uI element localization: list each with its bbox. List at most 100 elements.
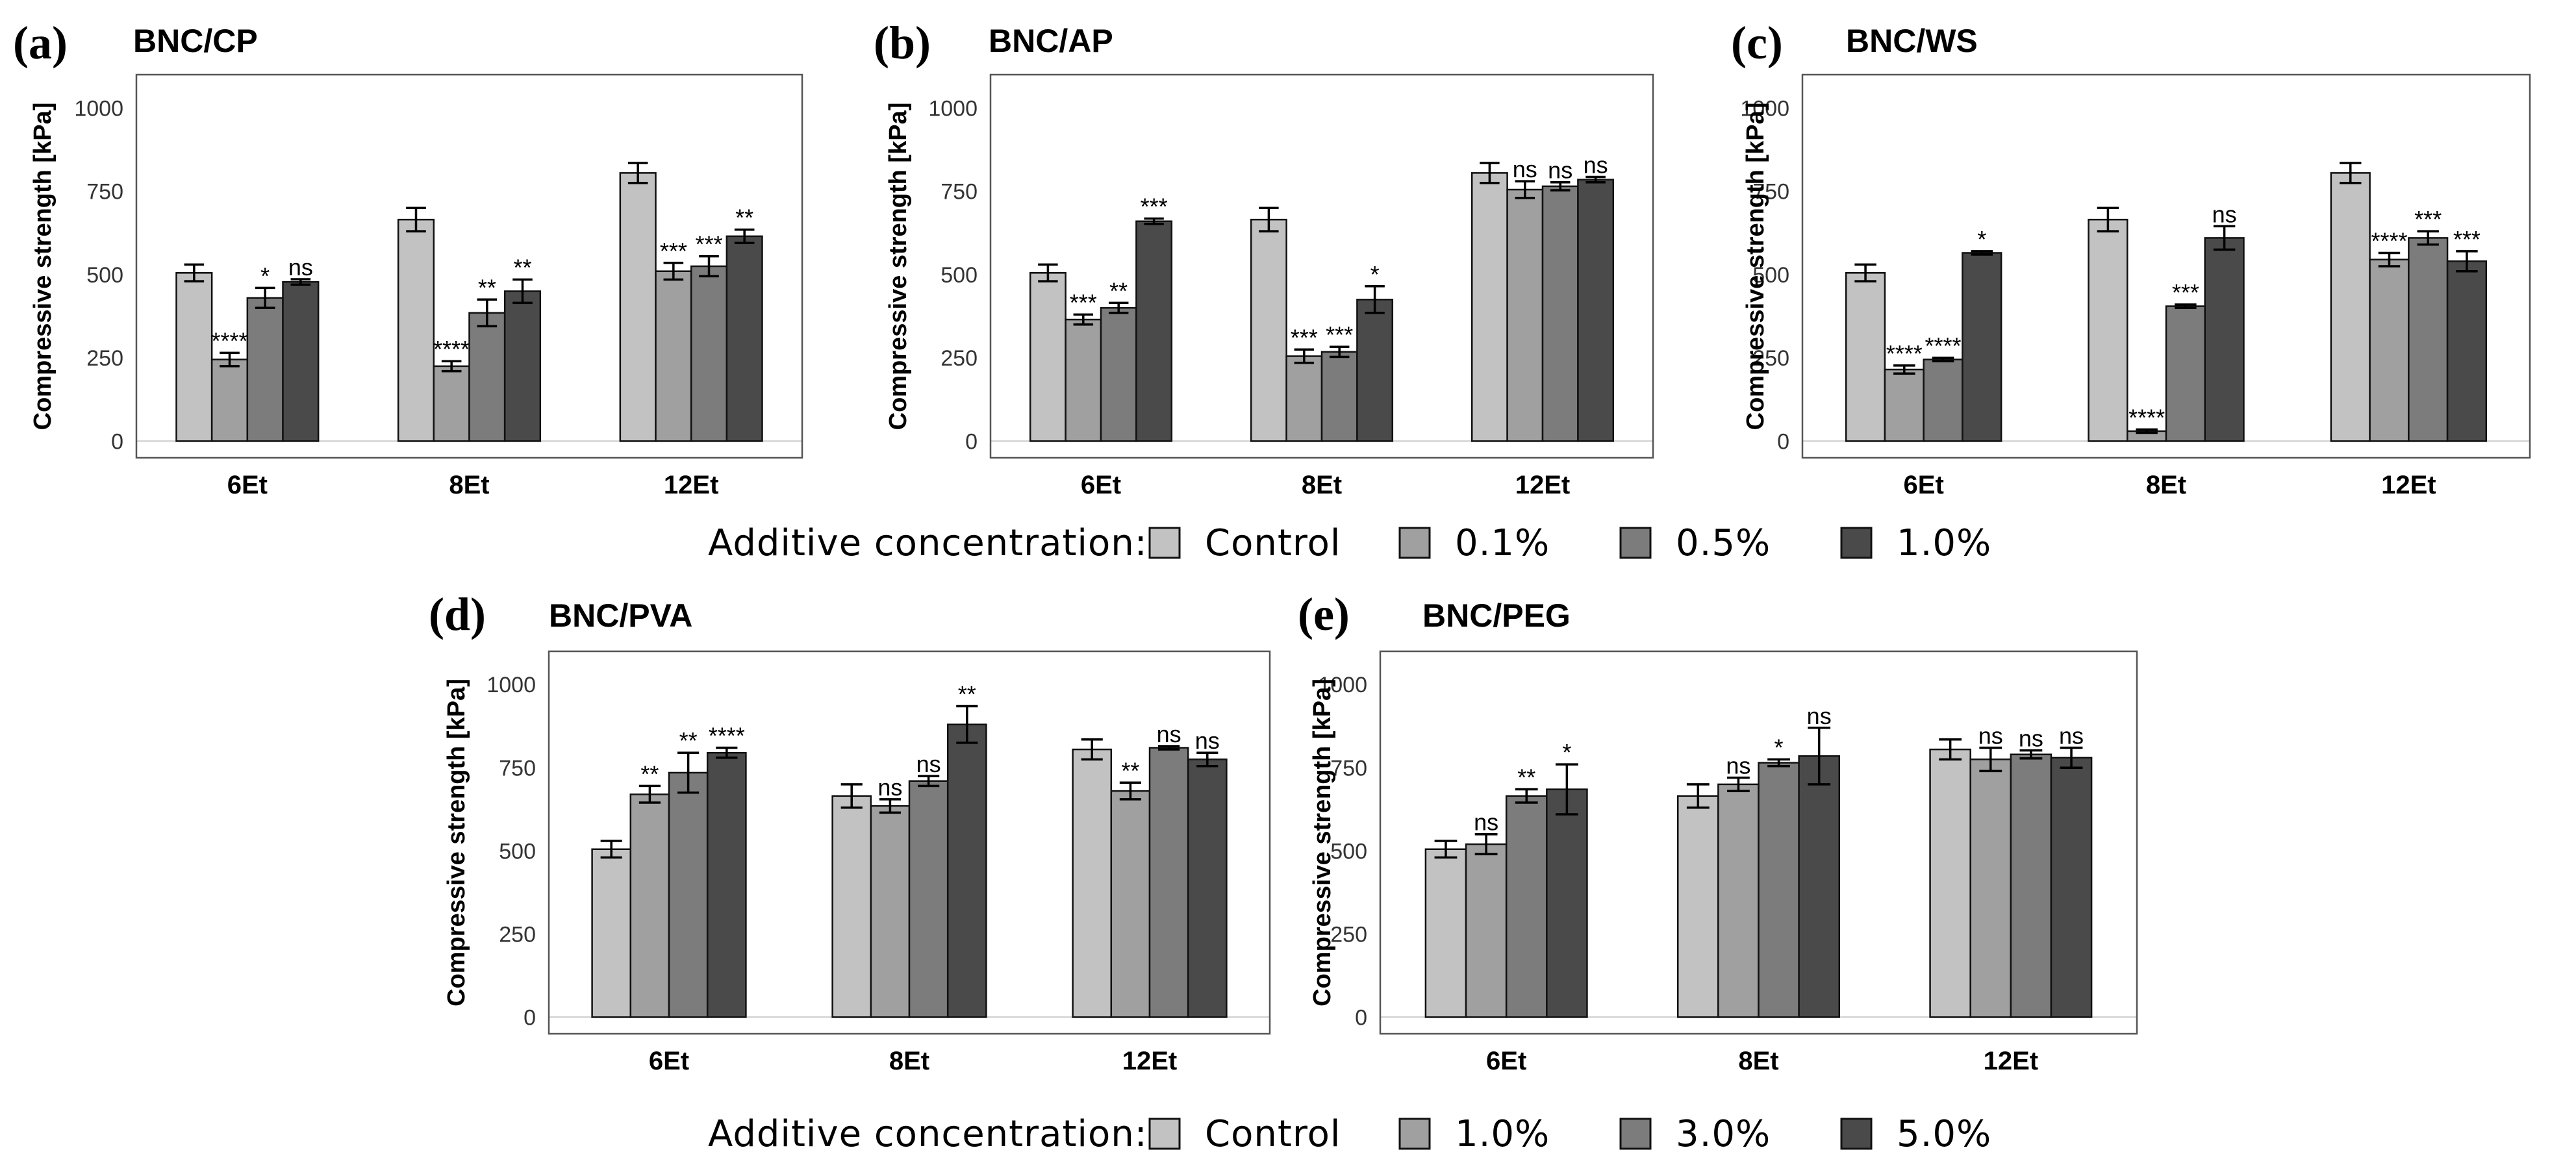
legend-item-label: 1.0% — [1897, 522, 1991, 564]
x-tick-label: 12Et — [1515, 471, 1571, 499]
bar-control — [175, 272, 213, 442]
significance-label: **** — [211, 327, 247, 354]
bar-control — [1424, 848, 1467, 1018]
error-bar — [1081, 738, 1103, 761]
legend-swatch — [1619, 1118, 1652, 1150]
bar-1_0pct — [282, 281, 320, 442]
bar-0_5pct — [468, 312, 506, 442]
y-tick-label: 250 — [86, 346, 123, 371]
bar-control — [1072, 748, 1113, 1018]
significance-label: *** — [1070, 289, 1097, 316]
x-tick-label: 8Et — [889, 1047, 929, 1075]
bar-0_1pct — [1285, 355, 1323, 442]
error-bar — [1767, 758, 1790, 768]
panel-title: BNC/AP — [989, 23, 1113, 59]
x-tick-label: 6Et — [649, 1047, 689, 1075]
panel-letter: (a) — [13, 17, 68, 69]
error-bar — [956, 705, 978, 744]
error-bar — [1515, 788, 1538, 804]
legend-1: Additive concentration: Control 0.1% 0.5% 1.… — [708, 522, 1991, 564]
y-axis-label: Compressive strength [kPa] — [1742, 103, 1769, 431]
bar-5_0pct — [1187, 758, 1228, 1018]
error-bar — [699, 255, 719, 278]
y-tick-label: 250 — [1752, 346, 1789, 371]
error-bar — [716, 746, 738, 759]
significance-label: ns — [2059, 723, 2084, 749]
legend-swatch — [1398, 527, 1431, 559]
error-bar — [1158, 745, 1180, 751]
bar-3_0pct — [1505, 795, 1548, 1018]
y-tick-label: 1000 — [1318, 673, 1367, 697]
bar-1_0pct — [2446, 260, 2488, 442]
bar-1_0pct — [2204, 237, 2245, 442]
bar-1_0pct — [1135, 220, 1173, 442]
significance-label: ns — [2212, 201, 2237, 227]
significance-label: **** — [709, 723, 745, 749]
y-tick-label: 750 — [499, 756, 536, 781]
x-tick-label: 6Et — [227, 471, 268, 499]
significance-label: * — [1977, 226, 1986, 253]
legend-title: Additive concentration: — [708, 1113, 1148, 1155]
bar-control — [2088, 218, 2128, 442]
panel-title: BNC/PEG — [1422, 597, 1571, 634]
y-tick-label: 0 — [1355, 1005, 1367, 1030]
y-axis-label: Compressive strength [kPa] — [1309, 679, 1336, 1007]
legend-item-label: 5.0% — [1897, 1113, 1991, 1155]
y-tick-label: 500 — [1330, 839, 1367, 864]
y-tick-label: 0 — [965, 429, 978, 454]
legend-item-label: Control — [1205, 522, 1341, 564]
y-tick-label: 1000 — [486, 673, 536, 697]
error-bar — [290, 278, 311, 286]
error-bar — [1808, 727, 1831, 786]
error-bar — [1329, 345, 1350, 358]
error-bar — [184, 263, 205, 282]
y-axis-label: Compressive strength [kPa] — [29, 103, 57, 431]
significance-label: * — [1370, 261, 1380, 288]
error-bar — [2213, 225, 2236, 251]
significance-label: ns — [1548, 157, 1572, 184]
y-tick-label: 0 — [524, 1005, 536, 1030]
significance-label: *** — [1291, 324, 1318, 351]
bar-0_5pct — [2408, 237, 2449, 442]
bar-0_5pct — [1100, 306, 1137, 442]
error-bar — [1038, 263, 1058, 282]
bar-1_0pct — [1465, 843, 1508, 1018]
y-tick-label: 250 — [941, 346, 978, 371]
legend-swatch — [1619, 527, 1652, 559]
significance-label: ns — [1195, 727, 1220, 754]
bar-3_0pct — [1758, 762, 1800, 1018]
error-bar — [1727, 776, 1750, 792]
error-bar — [600, 840, 622, 859]
significance-label: **** — [433, 336, 470, 362]
significance-label: ns — [916, 751, 941, 777]
significance-label: ns — [1513, 156, 1537, 182]
panel-bnc-pva: (d) BNC/PVA 0 250 500 750 1000 Compressive stre… — [429, 588, 1271, 1075]
bar-0_5pct — [1541, 185, 1579, 442]
bar-control — [397, 218, 435, 442]
error-bar — [1259, 206, 1279, 232]
bar-1_0pct — [1577, 179, 1615, 442]
error-bar — [1893, 364, 1915, 375]
error-bar — [1686, 783, 1710, 809]
significance-label: *** — [660, 238, 687, 264]
panel-letter: (c) — [1731, 17, 1783, 69]
error-bar — [1144, 217, 1164, 225]
y-tick-label: 0 — [1777, 429, 1789, 454]
legend-swatch — [1148, 527, 1181, 559]
plot-frame — [135, 73, 803, 459]
x-tick-label: 12Et — [1122, 1047, 1178, 1075]
error-bar — [220, 351, 240, 368]
bar-1_0pct — [1969, 758, 2012, 1018]
y-tick-label: 750 — [941, 180, 978, 205]
significance-label: ns — [1157, 721, 1181, 747]
significance-label: ** — [1517, 764, 1535, 791]
y-tick-label: 500 — [1752, 263, 1789, 288]
panel-title: BNC/PVA — [549, 597, 692, 634]
y-tick-label: 1000 — [928, 96, 978, 121]
plot-frame — [989, 73, 1654, 459]
bar-0_5pct — [1923, 358, 1964, 442]
error-bar — [1196, 751, 1219, 768]
bar-control — [2330, 172, 2371, 442]
bar-1_0pct — [870, 805, 911, 1018]
